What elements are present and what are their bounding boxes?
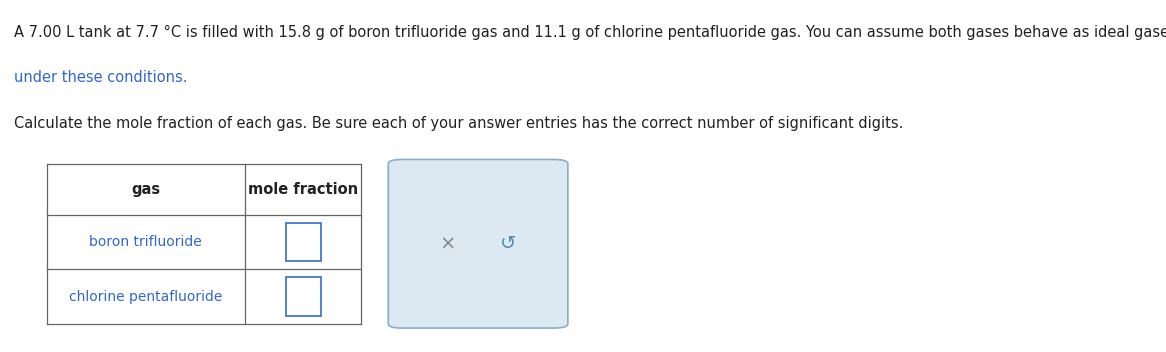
Text: Calculate the mole fraction of each gas. Be sure each of your answer entries has: Calculate the mole fraction of each gas.… bbox=[14, 116, 904, 131]
FancyBboxPatch shape bbox=[286, 223, 321, 261]
Text: mole fraction: mole fraction bbox=[248, 182, 358, 197]
Text: chlorine pentafluoride: chlorine pentafluoride bbox=[69, 290, 223, 303]
Text: A 7.00 L tank at 7.7 °C is filled with 15.8 g of boron trifluoride gas and 11.1 : A 7.00 L tank at 7.7 °C is filled with 1… bbox=[14, 25, 1166, 40]
Text: gas: gas bbox=[132, 182, 160, 197]
Text: under these conditions.: under these conditions. bbox=[14, 70, 188, 86]
Text: boron trifluoride: boron trifluoride bbox=[90, 235, 202, 249]
FancyBboxPatch shape bbox=[388, 159, 568, 328]
Text: ×: × bbox=[440, 234, 456, 253]
FancyBboxPatch shape bbox=[286, 277, 321, 316]
Text: ↺: ↺ bbox=[500, 234, 517, 253]
